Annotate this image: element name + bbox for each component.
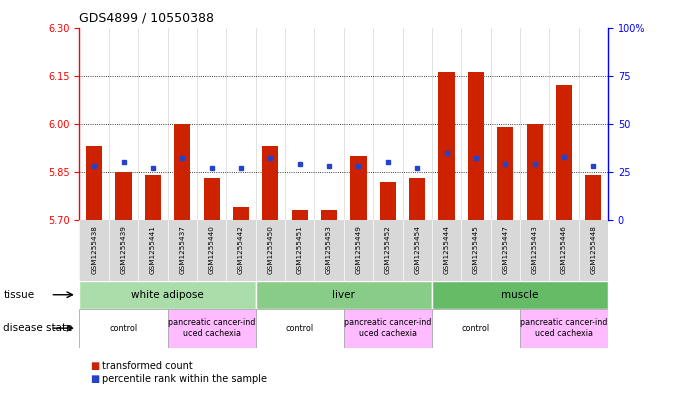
Bar [145, 175, 161, 220]
Text: control: control [462, 324, 490, 332]
Text: pancreatic cancer-ind
uced cachexia: pancreatic cancer-ind uced cachexia [168, 318, 255, 338]
Bar [256, 309, 344, 348]
Text: tissue: tissue [3, 290, 35, 300]
Text: GSM1255454: GSM1255454 [414, 225, 420, 274]
Text: ■: ■ [90, 374, 99, 384]
Text: GSM1255448: GSM1255448 [590, 225, 596, 274]
Text: GSM1255451: GSM1255451 [296, 225, 303, 274]
Text: GSM1255438: GSM1255438 [91, 225, 97, 274]
Bar [556, 85, 572, 220]
Bar [468, 72, 484, 220]
Text: GSM1255441: GSM1255441 [150, 225, 156, 274]
Text: GSM1255452: GSM1255452 [385, 225, 391, 274]
Text: ■: ■ [90, 361, 99, 371]
Text: muscle: muscle [501, 290, 539, 300]
Bar [174, 124, 190, 220]
Text: GSM1255442: GSM1255442 [238, 225, 244, 274]
Bar [233, 207, 249, 220]
Bar [439, 72, 455, 220]
Bar [520, 309, 608, 348]
Text: GDS4899 / 10550388: GDS4899 / 10550388 [79, 12, 214, 25]
Bar [409, 178, 425, 220]
Text: GSM1255449: GSM1255449 [355, 225, 361, 274]
Text: GSM1255440: GSM1255440 [209, 225, 215, 274]
Text: white adipose: white adipose [131, 290, 204, 300]
Text: GSM1255437: GSM1255437 [179, 225, 185, 274]
Text: pancreatic cancer-ind
uced cachexia: pancreatic cancer-ind uced cachexia [520, 318, 607, 338]
Bar [79, 309, 167, 348]
Text: control: control [285, 324, 314, 332]
Bar [167, 309, 256, 348]
Bar [256, 281, 432, 309]
Bar [432, 309, 520, 348]
Bar [344, 309, 432, 348]
Text: GSM1255439: GSM1255439 [120, 225, 126, 274]
Bar [432, 281, 608, 309]
Bar [321, 210, 337, 220]
Bar [585, 175, 601, 220]
Text: disease state: disease state [3, 323, 73, 333]
Bar [204, 178, 220, 220]
Bar [263, 146, 278, 220]
Text: liver: liver [332, 290, 355, 300]
Text: GSM1255450: GSM1255450 [267, 225, 274, 274]
Bar [115, 172, 131, 220]
Text: control: control [109, 324, 138, 332]
Text: GSM1255443: GSM1255443 [531, 225, 538, 274]
Text: GSM1255453: GSM1255453 [326, 225, 332, 274]
Bar [86, 146, 102, 220]
Text: transformed count: transformed count [102, 361, 193, 371]
Bar [527, 124, 542, 220]
Text: pancreatic cancer-ind
uced cachexia: pancreatic cancer-ind uced cachexia [344, 318, 431, 338]
Bar [380, 182, 396, 220]
Text: GSM1255444: GSM1255444 [444, 225, 450, 274]
Text: percentile rank within the sample: percentile rank within the sample [102, 374, 267, 384]
Bar [498, 127, 513, 220]
Bar [79, 281, 256, 309]
Bar [292, 210, 307, 220]
Text: GSM1255445: GSM1255445 [473, 225, 479, 274]
Text: GSM1255446: GSM1255446 [561, 225, 567, 274]
Text: GSM1255447: GSM1255447 [502, 225, 509, 274]
Bar [350, 156, 366, 220]
